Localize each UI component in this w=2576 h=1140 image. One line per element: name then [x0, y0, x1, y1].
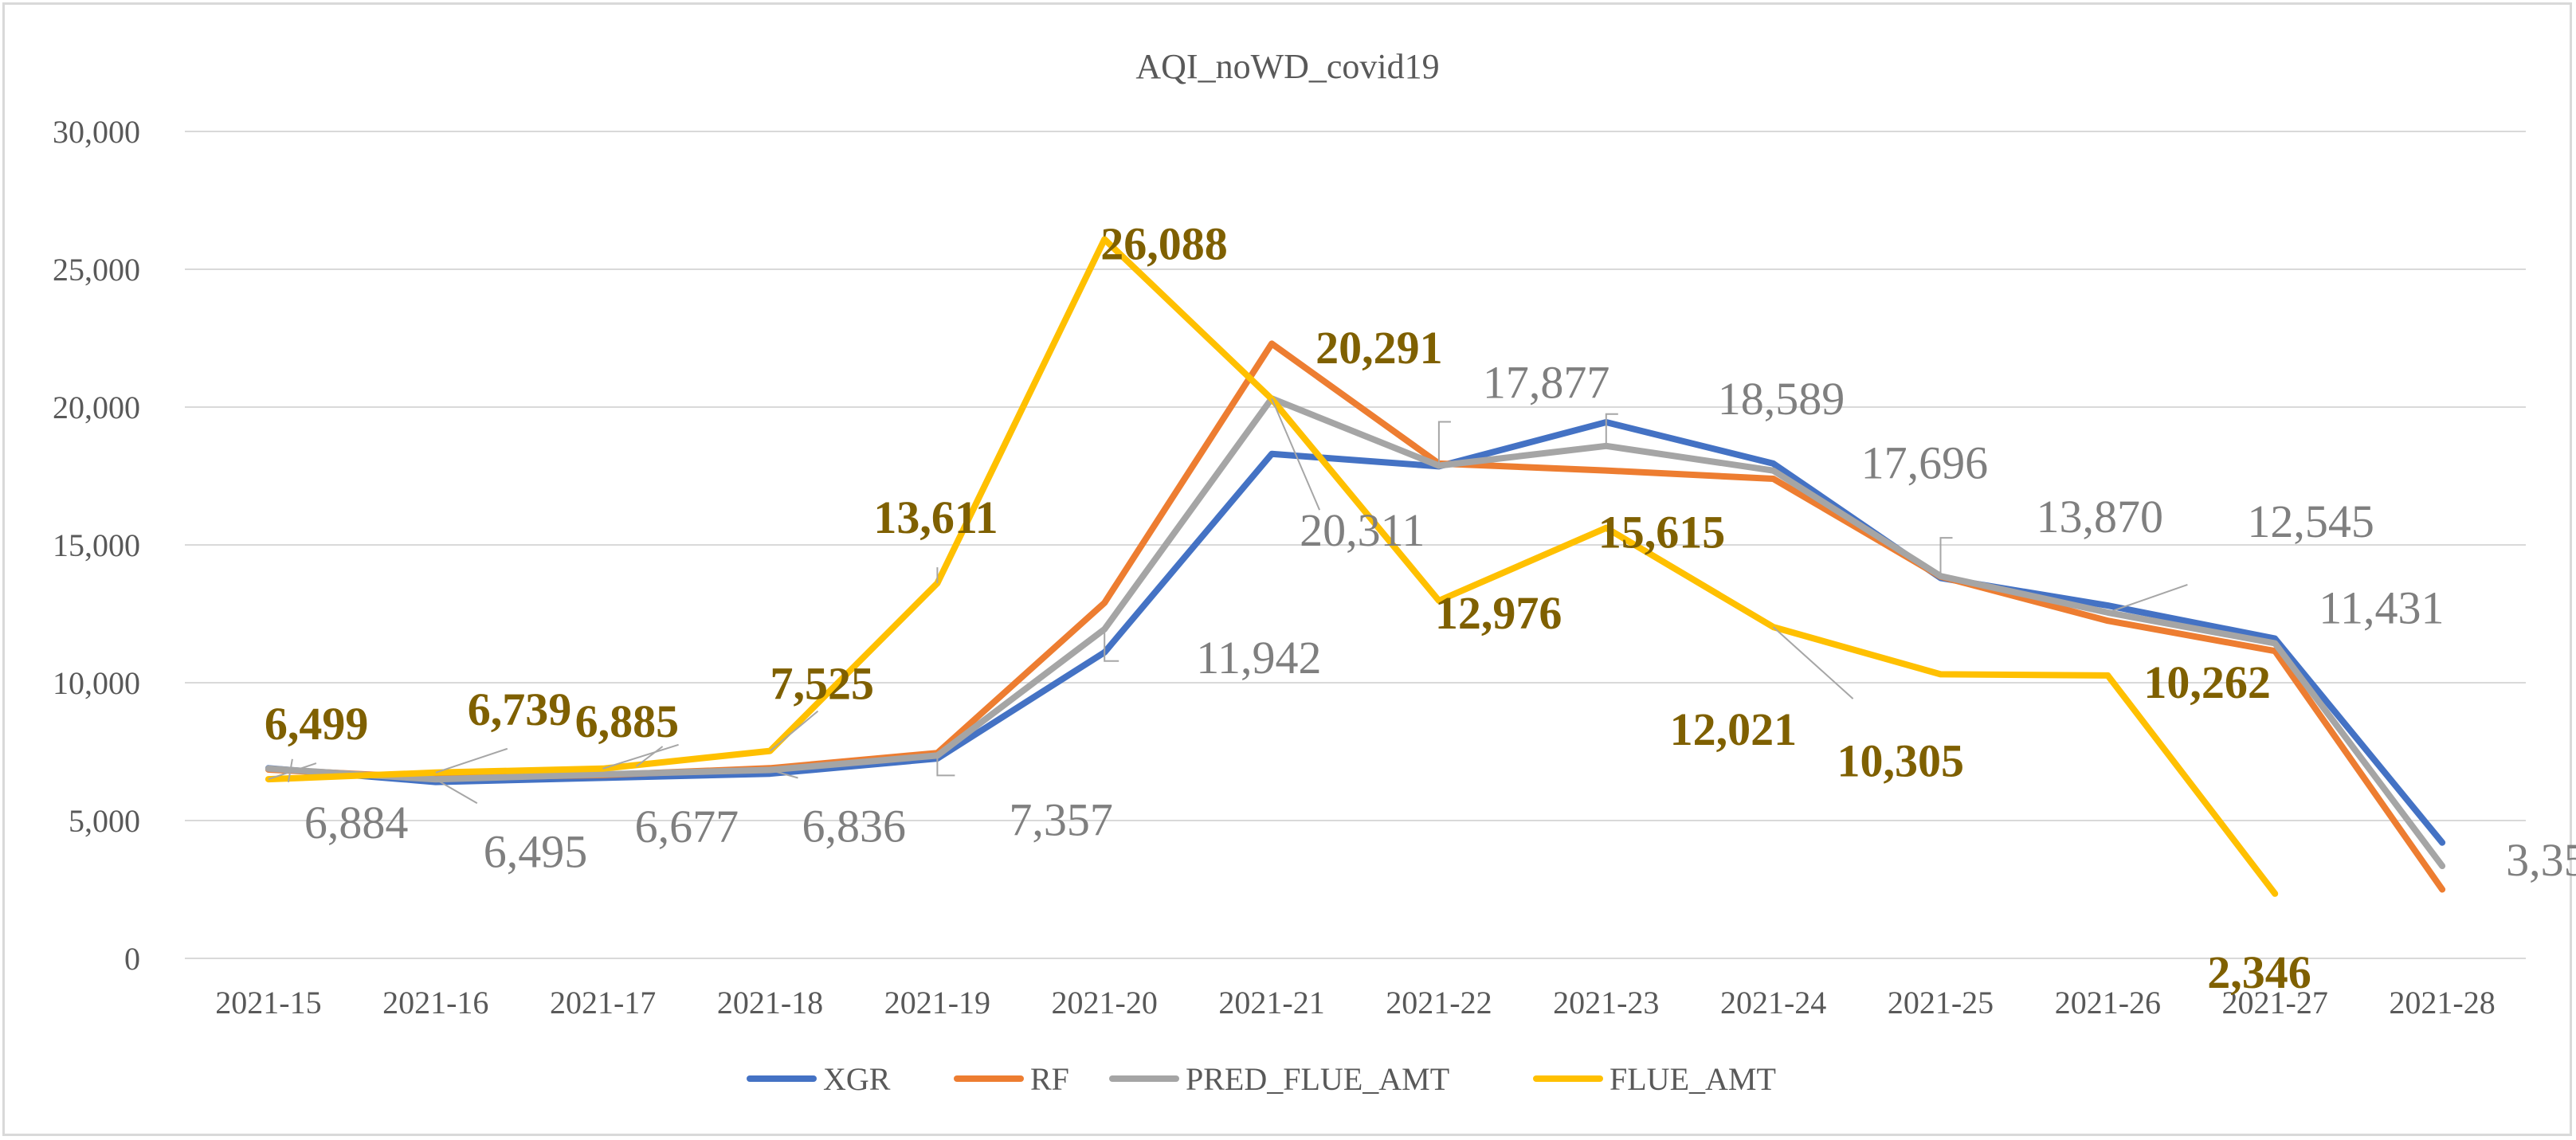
leader-line-flue	[1772, 626, 1854, 699]
data-label-flue: 12,976	[1435, 587, 1562, 639]
data-label-pred: 3,353	[2506, 834, 2576, 886]
leader-line-pred	[435, 778, 478, 805]
y-tick-label: 10,000	[53, 665, 140, 701]
leader-line-flue	[602, 743, 679, 770]
x-tick-label: 2021-16	[382, 985, 488, 1021]
leader-line-flue	[769, 710, 819, 752]
series-line-pred-flue-amt	[265, 395, 2446, 869]
data-label-pred: 13,870	[2037, 491, 2164, 543]
x-tick-label: 2021-28	[2389, 985, 2495, 1021]
data-label-flue: 15,615	[1598, 507, 1725, 558]
data-label-pred: 17,696	[1861, 437, 1989, 489]
y-tick-label: 15,000	[53, 527, 140, 563]
x-tick-label: 2021-26	[2055, 985, 2161, 1021]
data-label-flue: 10,305	[1837, 735, 1965, 786]
data-label-pred: 20,311	[1300, 504, 1425, 556]
x-tick-label: 2021-23	[1553, 985, 1659, 1021]
leader-line-pred	[2107, 583, 2188, 613]
x-tick-label: 2021-22	[1386, 985, 1492, 1021]
legend-label: PRED_FLUE_AMT	[1186, 1061, 1449, 1097]
data-label-flue: 6,885	[575, 695, 680, 747]
x-tick-label: 2021-24	[1720, 985, 1826, 1021]
y-tick-label: 5,000	[69, 803, 140, 839]
legend-label: FLUE_AMT	[1610, 1061, 1776, 1097]
x-tick-label: 2021-19	[884, 985, 990, 1021]
leader-line-pred	[635, 746, 664, 767]
leader-line-pred	[770, 769, 798, 779]
chart-title: AQI_noWD_covid19	[1135, 47, 1439, 86]
data-label-pred: 7,357	[1009, 793, 1113, 845]
data-label-flue: 2,346	[2207, 946, 2311, 998]
x-tick-label: 2021-17	[550, 985, 656, 1021]
data-label-flue: 26,088	[1100, 217, 1228, 269]
data-label-flue: 20,291	[1315, 322, 1443, 374]
data-label-flue: 10,262	[2143, 656, 2271, 708]
leader-line-flue	[435, 747, 508, 774]
leader-line-pred	[1104, 629, 1119, 662]
data-label-pred: 6,884	[304, 797, 409, 848]
leader-line-pred	[287, 758, 293, 782]
y-tick-label: 0	[124, 941, 140, 977]
x-axis: 2021-15 2021-16 2021-17 2021-18 2021-19 2021-…	[215, 985, 2495, 1021]
leader-line-pred	[1271, 398, 1321, 511]
y-tick-label: 25,000	[53, 252, 140, 288]
series-line-xgr	[265, 419, 2446, 846]
x-tick-label: 2021-27	[2222, 985, 2328, 1021]
data-label-pred: 12,545	[2247, 496, 2374, 547]
data-label-flue: 6,739	[468, 684, 572, 735]
y-tick-label: 20,000	[53, 390, 140, 425]
legend: XGR RF PRED_FLUE_AMT FLUE_AMT	[747, 1061, 1776, 1097]
leader-line-flue	[268, 762, 317, 781]
y-tick-label: 30,000	[53, 114, 140, 150]
x-tick-label: 2021-21	[1218, 985, 1324, 1021]
data-label-pred: 17,877	[1483, 356, 1610, 408]
y-axis: 0 5,000 10,000 15,000 20,000 25,000 30,000	[53, 114, 140, 977]
data-label-pred: 6,836	[802, 800, 907, 852]
data-label-flue: 13,611	[873, 492, 998, 543]
data-label-flue: 7,525	[770, 658, 875, 710]
x-tick-label: 2021-20	[1052, 985, 1158, 1021]
leader-line-pred	[936, 755, 955, 777]
data-label-pred: 11,431	[2319, 582, 2444, 633]
leader-line-pred	[1605, 413, 1618, 446]
data-label-flue: 12,021	[1670, 703, 1798, 755]
data-label-pred: 6,495	[484, 825, 588, 877]
data-label-pred: 18,589	[1718, 373, 1845, 425]
data-label-pred: 11,942	[1196, 632, 1321, 684]
data-labels: 6,884 6,495 6,677 6,836 7,357 11,942 20,311 17,…	[265, 217, 2576, 997]
data-label-flue: 6,499	[265, 698, 369, 750]
legend-label: RF	[1030, 1061, 1069, 1097]
x-tick-label: 2021-18	[717, 985, 823, 1021]
label-leader-lines	[268, 398, 2188, 805]
leader-line-pred	[1939, 537, 1953, 577]
series-line-flue-amt	[265, 236, 2279, 897]
x-tick-label: 2021-15	[215, 985, 321, 1021]
x-tick-label: 2021-25	[1888, 985, 1994, 1021]
legend-label: XGR	[823, 1061, 891, 1097]
data-label-pred: 6,677	[635, 801, 739, 852]
leader-line-pred	[1437, 421, 1451, 466]
